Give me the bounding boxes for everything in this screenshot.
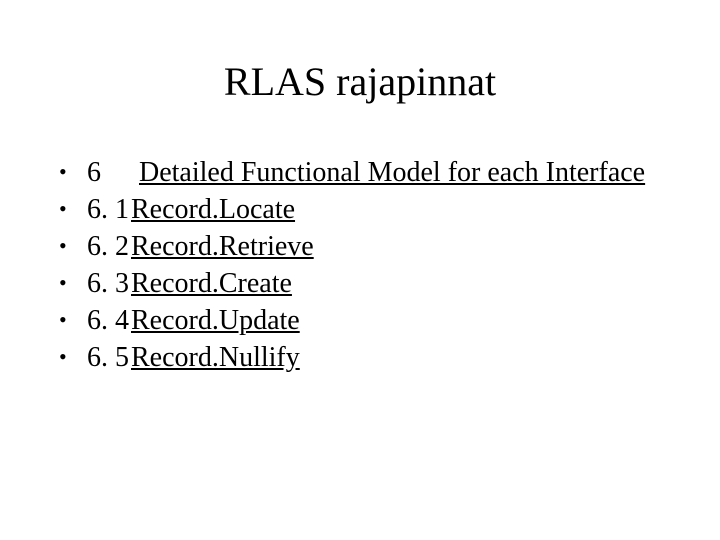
bullet-list: 6Detailed Functional Model for each Inte… <box>55 155 655 375</box>
slide-body: 6Detailed Functional Model for each Inte… <box>55 155 655 377</box>
list-item: 6Detailed Functional Model for each Inte… <box>55 155 655 190</box>
list-item: 6. 5Record.Nullify <box>55 340 655 375</box>
section-text: Record.Locate <box>131 194 295 225</box>
section-number: 6. 1 <box>87 192 131 227</box>
section-text: Record.Update <box>131 305 300 336</box>
list-item: 6. 2Record.Retrieve <box>55 229 655 264</box>
list-item: 6. 4Record.Update <box>55 303 655 338</box>
section-number: 6. 2 <box>87 229 131 264</box>
list-item: 6. 1Record.Locate <box>55 192 655 227</box>
section-number: 6. 4 <box>87 303 131 338</box>
section-text: Record.Nullify <box>131 342 300 373</box>
slide-title: RLAS rajapinnat <box>0 58 720 105</box>
toc-link[interactable]: 6. 2Record.Retrieve <box>87 231 314 262</box>
toc-link[interactable]: 6. 3Record.Create <box>87 268 292 299</box>
toc-link[interactable]: 6. 4Record.Update <box>87 305 300 336</box>
slide: RLAS rajapinnat 6Detailed Functional Mod… <box>0 0 720 540</box>
section-text: Record.Create <box>131 268 292 299</box>
section-number: 6. 3 <box>87 266 131 301</box>
toc-link[interactable]: 6. 5Record.Nullify <box>87 342 300 373</box>
section-number: 6 <box>87 155 139 190</box>
toc-link[interactable]: 6Detailed Functional Model for each Inte… <box>87 157 645 188</box>
section-text: Record.Retrieve <box>131 231 314 262</box>
toc-link[interactable]: 6. 1Record.Locate <box>87 194 295 225</box>
section-text: Detailed Functional Model for each Inter… <box>139 157 645 188</box>
section-number: 6. 5 <box>87 340 131 375</box>
list-item: 6. 3Record.Create <box>55 266 655 301</box>
